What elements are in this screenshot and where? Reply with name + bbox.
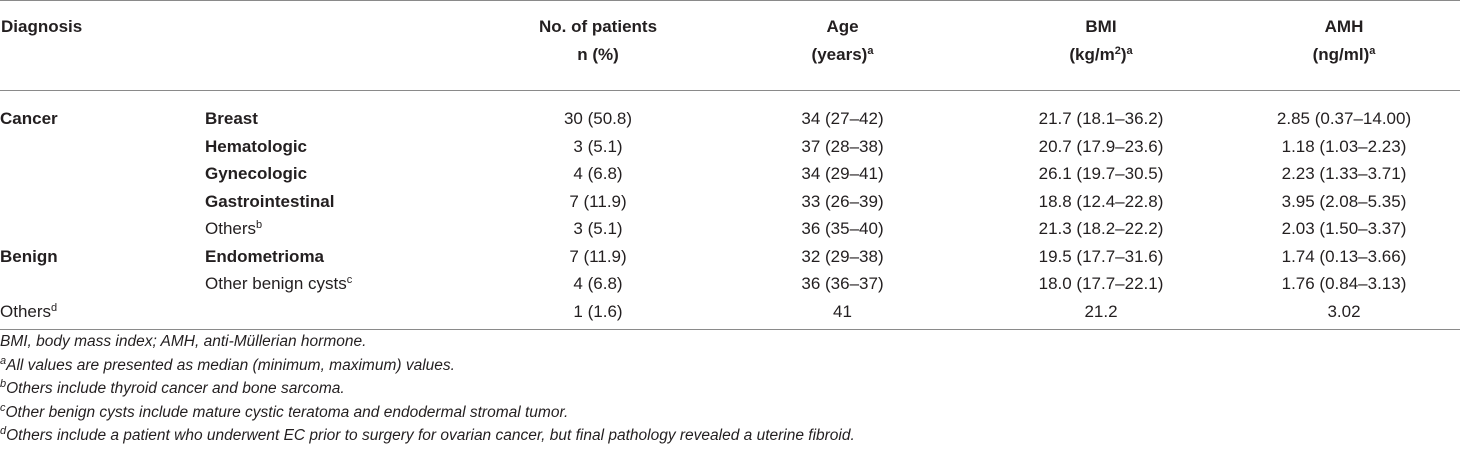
subgroup-label: Other benign cystsc xyxy=(205,274,353,294)
subgroup-label: Hematologic xyxy=(205,136,308,156)
footnote-d: dOthers include a patient who underwent … xyxy=(0,425,855,445)
subgroup-label: Gynecologic xyxy=(205,164,308,184)
subgroup-label: Gastrointestinal xyxy=(205,191,335,211)
table-row: Othersd 1 (1.6) 41 21.2 3.02 xyxy=(0,297,1460,330)
table-row: Gastrointestinal 7 (11.9) 33 (26–39) 18.… xyxy=(0,188,1460,216)
cell-patients: 3 (5.1) xyxy=(573,136,623,156)
cell-patients: 7 (11.9) xyxy=(569,246,627,266)
group-label xyxy=(0,270,205,298)
cell-amh: 2.23 (1.33–3.71) xyxy=(1281,164,1407,184)
group-label xyxy=(0,160,205,188)
header-patients: No. of patients n (%) xyxy=(485,0,711,91)
cell-amh: 1.76 (0.84–3.13) xyxy=(1281,274,1407,294)
cell-bmi: 18.0 (17.7–22.1) xyxy=(1038,274,1164,294)
cell-patients: 4 (6.8) xyxy=(573,274,623,294)
cell-age: 36 (36–37) xyxy=(801,274,884,294)
group-label xyxy=(0,188,205,216)
header-bmi: BMI (kg/m2)a xyxy=(974,0,1228,91)
footnote-abbreviations: BMI, body mass index; AMH, anti-Mülleria… xyxy=(0,333,367,350)
cell-patients: 1 (1.6) xyxy=(485,297,711,330)
cell-age: 32 (29–38) xyxy=(801,246,884,266)
cell-age: 34 (29–41) xyxy=(801,164,884,184)
header-row: Diagnosis No. of patients n (%) Age (yea… xyxy=(0,0,1460,91)
cell-amh: 3.95 (2.08–5.35) xyxy=(1281,191,1407,211)
cell-amh: 2.85 (0.37–14.00) xyxy=(1276,109,1412,129)
subgroup-label: Endometrioma xyxy=(205,246,325,266)
cell-patients: 4 (6.8) xyxy=(573,164,623,184)
table-row: Other benign cystsc 4 (6.8) 36 (36–37) 1… xyxy=(0,270,1460,298)
footnote-b: bOthers include thyroid cancer and bone … xyxy=(0,378,345,398)
cell-patients: 3 (5.1) xyxy=(573,219,623,239)
header-spacer xyxy=(205,0,485,91)
cell-bmi: 19.5 (17.7–31.6) xyxy=(1038,246,1164,266)
table-row: Othersb 3 (5.1) 36 (35–40) 21.3 (18.2–22… xyxy=(0,215,1460,243)
subgroup-label: Breast xyxy=(205,109,258,129)
patient-characteristics-table: Diagnosis No. of patients n (%) Age (yea… xyxy=(0,0,1460,330)
cell-age: 36 (35–40) xyxy=(801,219,884,239)
cell-age: 33 (26–39) xyxy=(801,191,884,211)
table-row: Benign Endometrioma 7 (11.9) 32 (29–38) … xyxy=(0,243,1460,271)
table-row: Hematologic 3 (5.1) 37 (28–38) 20.7 (17.… xyxy=(0,133,1460,161)
cell-amh: 1.74 (0.13–3.66) xyxy=(1281,246,1407,266)
subgroup-label: Othersb xyxy=(205,219,263,239)
cell-bmi: 21.3 (18.2–22.2) xyxy=(1038,219,1164,239)
header-amh: AMH (ng/ml)a xyxy=(1228,0,1460,91)
header-diagnosis: Diagnosis xyxy=(0,0,205,91)
cell-amh: 1.18 (1.03–2.23) xyxy=(1281,136,1407,156)
cell-age: 34 (27–42) xyxy=(801,109,884,129)
footnote-c: cOther benign cysts include mature cysti… xyxy=(0,401,569,421)
cell-age: 41 xyxy=(711,297,974,330)
footnote-a: aAll values are presented as median (min… xyxy=(0,354,455,374)
group-label: Benign xyxy=(0,246,58,266)
cell-patients: 7 (11.9) xyxy=(569,191,627,211)
cell-bmi: 18.8 (12.4–22.8) xyxy=(1038,191,1164,211)
group-label xyxy=(0,215,205,243)
group-label: Cancer xyxy=(0,109,58,129)
group-label: Othersd xyxy=(0,297,205,330)
table-row: Gynecologic 4 (6.8) 34 (29–41) 26.1 (19.… xyxy=(0,160,1460,188)
group-label xyxy=(0,133,205,161)
cell-bmi: 26.1 (19.7–30.5) xyxy=(1038,164,1164,184)
cell-bmi: 20.7 (17.9–23.6) xyxy=(1038,136,1164,156)
cell-amh: 2.03 (1.50–3.37) xyxy=(1281,219,1407,239)
table-row: Cancer Breast 30 (50.8) 34 (27–42) 21.7 … xyxy=(0,91,1460,133)
subgroup-label xyxy=(205,297,485,330)
cell-age: 37 (28–38) xyxy=(801,136,884,156)
cell-bmi: 21.2 xyxy=(974,297,1228,330)
cell-amh: 3.02 xyxy=(1228,297,1460,330)
cell-patients: 30 (50.8) xyxy=(563,109,633,129)
cell-bmi: 21.7 (18.1–36.2) xyxy=(1038,109,1164,129)
table-footnotes: BMI, body mass index; AMH, anti-Mülleria… xyxy=(0,330,855,448)
header-age: Age (years)a xyxy=(711,0,974,91)
